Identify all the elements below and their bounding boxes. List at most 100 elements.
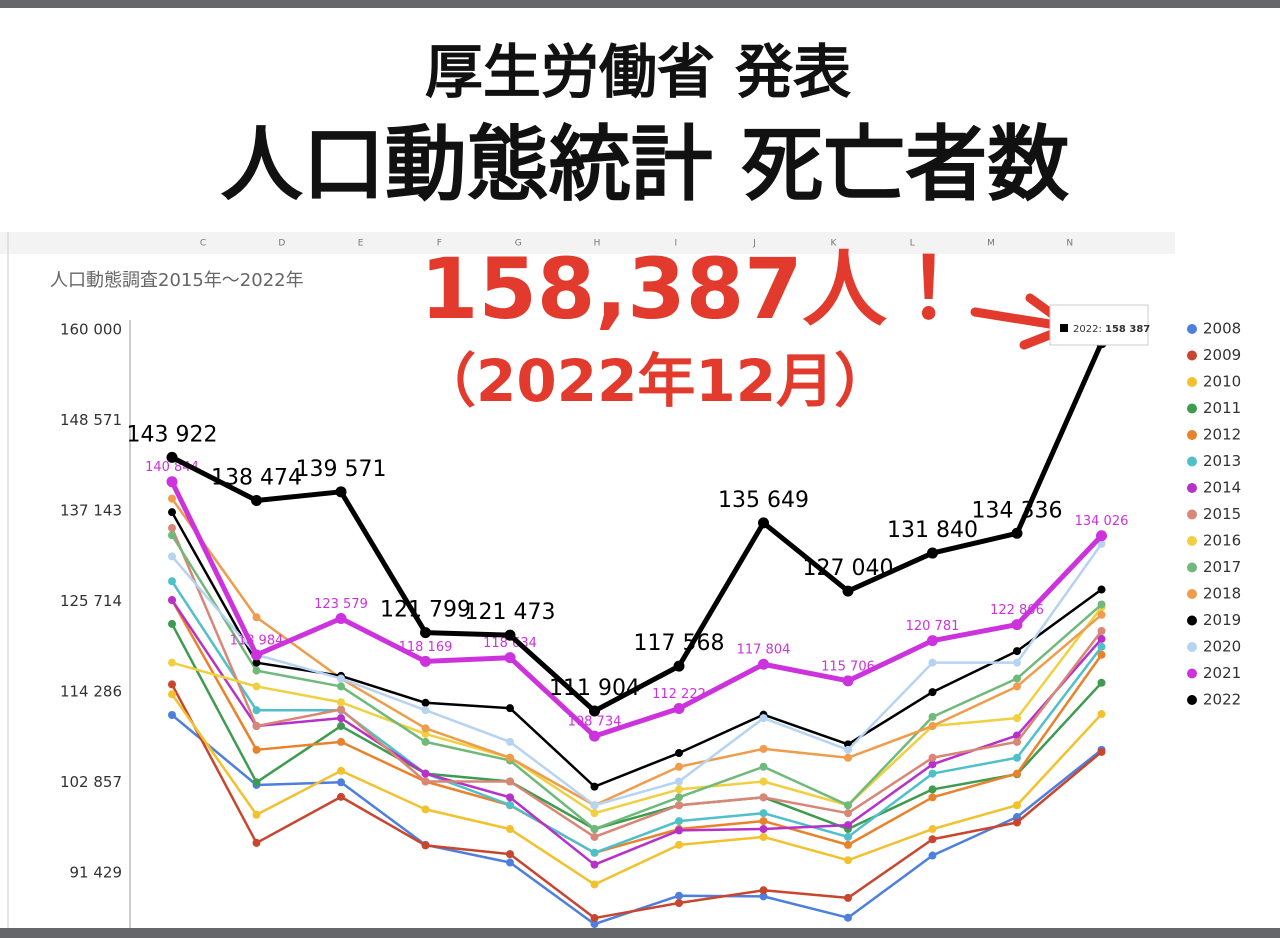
- legend-swatch: [1187, 589, 1197, 599]
- point: [168, 711, 176, 720]
- point: [252, 778, 261, 787]
- point: [1097, 650, 1106, 659]
- legend-label: 2017: [1203, 558, 1241, 576]
- point: [759, 793, 768, 802]
- point: [759, 809, 768, 818]
- legend-swatch: [1187, 668, 1197, 679]
- point: [506, 858, 514, 867]
- point: [421, 706, 430, 715]
- legend-label: 2012: [1203, 426, 1241, 444]
- point: [759, 825, 768, 834]
- point: [928, 825, 937, 834]
- point: [675, 801, 683, 810]
- point: [337, 674, 345, 683]
- data-label: 108 734: [568, 715, 622, 730]
- point: [675, 762, 683, 771]
- point: [1013, 647, 1021, 656]
- y-tick-label: 102 857: [60, 773, 122, 791]
- point: [1097, 710, 1106, 719]
- series-line: [170, 534, 1103, 831]
- point: [928, 793, 937, 802]
- point: [759, 714, 768, 723]
- point: [168, 577, 176, 586]
- sheet-header: [0, 232, 1175, 254]
- legend-swatch: [1187, 324, 1197, 334]
- point: [335, 486, 347, 498]
- point: [1097, 747, 1106, 756]
- bottom-bar: [0, 928, 1280, 938]
- point: [168, 690, 176, 699]
- point: [506, 850, 514, 859]
- point: [168, 619, 176, 628]
- point: [759, 832, 768, 841]
- series-line: [170, 497, 1103, 807]
- point: [506, 737, 514, 746]
- point: [252, 745, 261, 754]
- point: [589, 730, 600, 742]
- tooltip-text: 2022: 158 387: [1073, 324, 1150, 335]
- point: [168, 524, 176, 533]
- point: [675, 899, 683, 908]
- point: [1096, 530, 1107, 542]
- point: [675, 749, 683, 758]
- sheet-column: H: [594, 239, 601, 249]
- series-line: [171, 606, 1103, 815]
- legend-label: 2016: [1203, 532, 1241, 550]
- point: [506, 800, 514, 809]
- top-bar: [0, 0, 1280, 8]
- point: [337, 714, 345, 723]
- point: [927, 635, 938, 647]
- series-line: [169, 480, 1104, 739]
- point: [337, 778, 345, 787]
- data-label: 112 222: [652, 687, 706, 702]
- point: [759, 886, 768, 895]
- point: [421, 698, 430, 707]
- point: [928, 712, 937, 721]
- legend-swatch: [1187, 350, 1197, 361]
- data-label: 134 336: [972, 498, 1063, 523]
- legend-swatch: [1187, 695, 1197, 705]
- sheet-column: C: [200, 239, 206, 249]
- data-label: 118 984: [230, 633, 284, 648]
- headline: 厚生労働省 発表: [425, 38, 851, 106]
- series-line: [170, 527, 1103, 839]
- point: [590, 809, 599, 818]
- legend-swatch: [1187, 642, 1197, 652]
- sheet-column: G: [515, 239, 522, 249]
- legend-label: 2021: [1203, 664, 1241, 682]
- arrow-shaft: [970, 307, 1067, 331]
- legend-label: 2018: [1203, 585, 1241, 603]
- point: [590, 920, 599, 929]
- point: [590, 825, 599, 834]
- point: [759, 777, 768, 786]
- point: [252, 706, 261, 715]
- point: [590, 848, 599, 857]
- point: [759, 892, 768, 901]
- y-tick-label: 148 571: [60, 411, 122, 429]
- sheet-column: E: [358, 239, 364, 249]
- point: [421, 769, 430, 778]
- point: [506, 753, 514, 762]
- series-line: [170, 683, 1103, 920]
- point: [252, 666, 261, 675]
- point: [337, 722, 345, 731]
- series-line: [170, 580, 1103, 855]
- data-label: 127 040: [803, 556, 894, 581]
- point: [420, 627, 431, 639]
- sheet-column: N: [1066, 239, 1073, 249]
- point: [675, 840, 683, 849]
- tooltip-swatch: [1060, 324, 1068, 332]
- sheet-column: I: [674, 239, 677, 249]
- point: [168, 658, 176, 667]
- headline: 人口動態統計 死亡者数: [221, 117, 1070, 212]
- legend-swatch: [1187, 430, 1197, 440]
- data-label: 115 706: [821, 659, 875, 674]
- point: [421, 841, 430, 850]
- point: [421, 805, 430, 814]
- point: [506, 793, 514, 802]
- point: [675, 891, 683, 900]
- point: [928, 658, 937, 667]
- point: [335, 612, 347, 624]
